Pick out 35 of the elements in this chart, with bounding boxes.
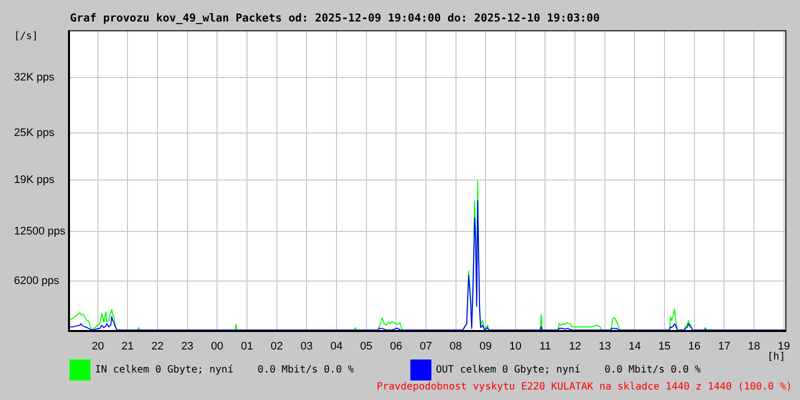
x-tick-label: 13 [598, 340, 612, 353]
x-tick-label: 19 [778, 340, 790, 353]
x-tick-label: 00 [211, 340, 224, 353]
x-tick-label: 11 [540, 340, 551, 353]
y-tick-label: 6200 pps [14, 275, 60, 288]
y-axis-title: [/s] [14, 30, 38, 42]
x-tick-label: 03 [300, 340, 313, 353]
legend-label: IN celkem 0 Gbyte; nyní 0.0 Mbit/s 0.0 % [95, 364, 354, 376]
x-axis-title: [h] [767, 352, 786, 363]
x-tick-label: 22 [151, 340, 164, 353]
x-tick-label: 08 [450, 340, 462, 353]
x-tick-label: 10 [509, 340, 522, 353]
x-tick-label: 18 [748, 340, 760, 353]
x-tick-label: 05 [360, 340, 372, 353]
x-tick-label: 23 [181, 340, 194, 353]
x-tick-label: 04 [330, 340, 343, 353]
text: Pravdepodobnost vyskytu E220 KULATAK na skladce 1440 z 1440 (100.0 %) [376, 382, 792, 393]
x-tick-label: 15 [658, 340, 671, 353]
x-tick-label: 01 [240, 340, 254, 353]
y-tick-label: 19K pps [14, 174, 55, 186]
y-tick-label: 32K pps [14, 72, 55, 84]
x-tick-label: 06 [390, 340, 402, 353]
x-tick-label: 07 [420, 340, 432, 353]
chart-title: Graf provozu kov_49_wlan Packets od: 2025-12-09 19:04:00 do: 2025-12-10 19:03:00 [70, 11, 600, 24]
x-tick-label: 14 [628, 340, 641, 353]
y-tick-label: 12500 pps [14, 225, 66, 238]
x-tick-label: 16 [688, 340, 700, 353]
x-tick-label: 17 [718, 340, 730, 353]
legend-label: OUT celkem 0 Gbyte; nyní 0.0 Mbit/s 0.0 % [436, 364, 701, 376]
x-tick-label: 12 [568, 340, 582, 353]
x-tick-label: 20 [92, 340, 104, 353]
x-tick-label: 21 [122, 340, 134, 353]
y-tick-label: 25K pps [14, 126, 55, 139]
x-tick-label: 09 [479, 340, 492, 353]
x-tick-label: 02 [270, 340, 283, 353]
